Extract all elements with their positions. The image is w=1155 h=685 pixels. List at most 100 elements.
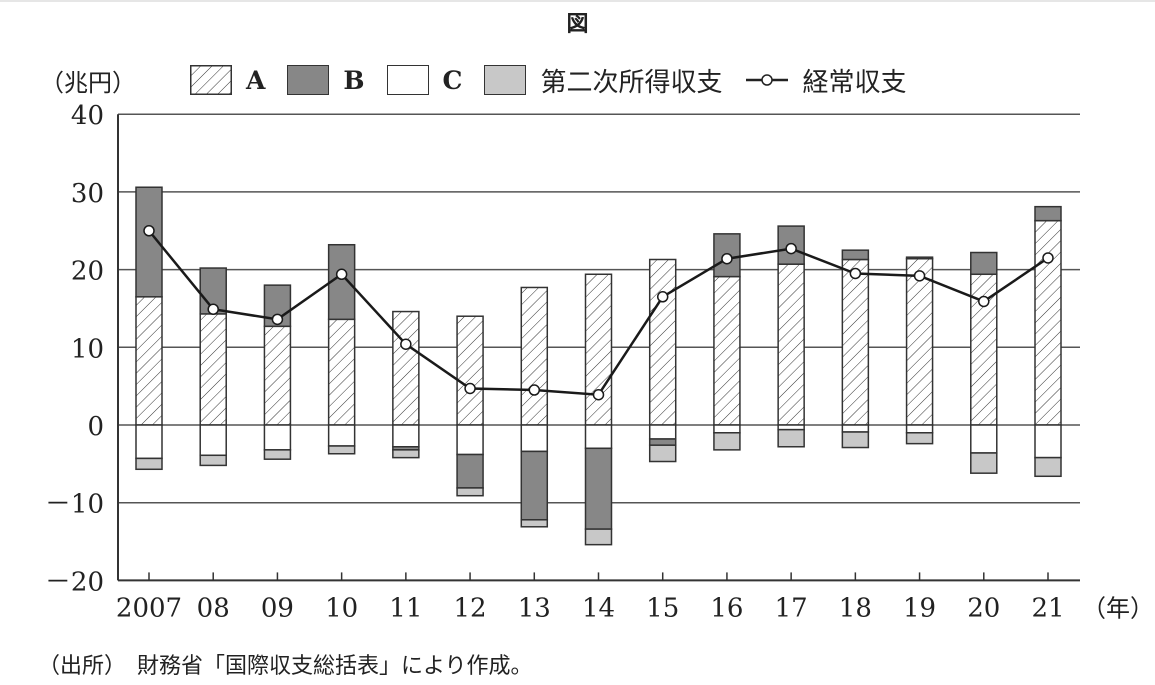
bar-segment-secondary-income [1034,456,1062,478]
y-tick-label: 30 [71,179,104,209]
bar-segment-c [584,424,613,450]
y-tick-label: －10 [45,490,104,520]
bar-segment-b [456,453,484,489]
current-account-marker [656,291,669,303]
bar-segment-b [584,447,613,530]
bar-segment-a [456,315,484,426]
bar-segment-a [584,273,613,426]
bar-segment-secondary-income [584,528,613,546]
top-border [0,0,1155,2]
hatched-swatch-icon [190,65,232,95]
bar-segment-secondary-income [520,519,549,528]
bar-segment-secondary-income [456,487,484,497]
y-tick-label: －20 [45,567,104,597]
bar-segment-c [327,424,356,447]
bar-segment-a [199,313,227,426]
bar-segment-c [263,424,292,451]
bar-segment-a [1034,219,1062,426]
chart-legend: A B C 第二次所得収支 経常収支 [190,62,928,98]
x-tick-label: 16 [710,593,743,623]
x-tick-label: 2007 [116,593,182,623]
bar-segment-secondary-income [777,428,805,448]
white-swatch-icon [386,65,429,95]
legend-label-a: A [246,65,266,95]
bar-segment-a [777,263,805,426]
legend-label-b: B [343,65,365,95]
legend-item-b: B [287,65,365,95]
bar-segment-b [520,450,549,521]
x-tick-label: 15 [646,593,679,623]
bar-segment-a [520,286,549,426]
bar-segment-b [648,438,677,446]
bar-segment-secondary-income [263,449,292,460]
x-tick-label: 10 [325,593,358,623]
bar-segment-a [841,258,870,426]
current-account-marker [785,242,797,255]
bar-segment-b [1034,205,1062,222]
bar-segment-secondary-income [970,452,998,474]
line-marker-icon [746,74,789,86]
bar-segment-c [1034,424,1062,459]
x-tick-label: 21 [1031,593,1064,623]
y-tick-label: 10 [71,334,104,364]
legend-label-secondary-income: 第二次所得収支 [540,67,723,98]
bar-segment-secondary-income [648,444,677,463]
bar-segment-secondary-income [713,432,741,451]
bar-segment-secondary-income [327,445,356,455]
bar-segment-a [135,296,163,426]
y-tick-label: 0 [87,412,104,442]
current-account-marker [207,303,219,315]
y-tick-label: 40 [71,101,104,131]
x-tick-label: 17 [775,593,808,623]
dark-swatch-icon [287,65,330,95]
legend-label-c: C [442,65,463,95]
current-account-marker [1042,252,1054,264]
x-tick-label: 20 [967,593,1000,623]
x-tick-label: 09 [261,593,294,623]
bar-segment-c [841,424,870,433]
bar-segment-c [713,424,741,434]
x-tick-label: 12 [454,593,487,623]
x-tick-label: 11 [389,593,422,623]
figure-title: 図 [566,12,589,37]
bar-segment-secondary-income [905,432,934,445]
light-swatch-icon [484,65,527,95]
x-tick-label: 08 [197,593,230,623]
x-tick-label: 13 [518,593,551,623]
current-account-marker [721,252,733,265]
bar-segment-c [905,424,934,434]
bar-segment-secondary-income [841,431,870,449]
bar-segment-a [327,318,356,426]
bar-segment-b [135,186,163,298]
bar-segment-b [970,251,998,276]
current-account-marker [400,338,412,350]
legend-label-current-account: 経常収支 [802,67,907,98]
current-account-marker [271,313,284,326]
current-account-marker [143,225,155,237]
current-account-marker [913,270,926,282]
y-tick-label: 20 [71,257,104,287]
source-note: （出所） 財務省「国際収支総括表」により作成。 [38,654,533,679]
x-tick-label: 14 [582,593,615,623]
legend-item-c: C [386,65,463,95]
bar-segment-secondary-income [392,449,420,459]
x-tick-label: 19 [903,593,936,623]
bar-segment-c [970,424,998,454]
bar-segment-a [713,275,741,426]
x-tick-label: 18 [839,593,872,623]
bar-segment-c [199,424,227,457]
bar-segment-c [135,424,163,460]
bar-segment-b [905,256,934,260]
bar-segment-secondary-income [199,454,227,467]
legend-item-secondary-income: 第二次所得収支 [484,62,722,99]
bar-segment-c [648,424,677,440]
bar-segment-a [392,310,420,426]
bar-segment-a [263,325,292,426]
bar-segment-b [841,249,870,261]
bar-segment-a [905,257,934,426]
bar-segment-c [520,424,549,453]
bar-segment-secondary-income [135,457,163,471]
current-account-marker [528,384,541,396]
bar-segment-c [392,424,420,448]
